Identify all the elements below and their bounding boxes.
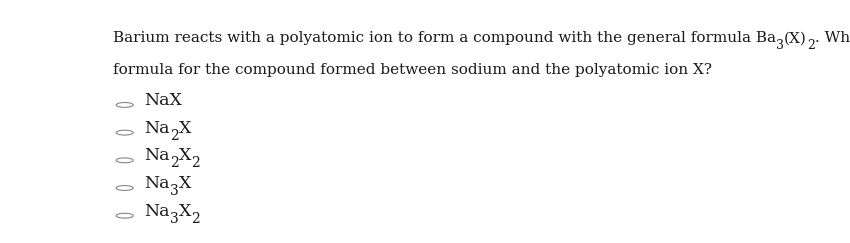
- Text: X: X: [178, 175, 191, 192]
- Text: Na: Na: [144, 175, 170, 192]
- Text: 3: 3: [776, 39, 784, 52]
- Text: formula for the compound formed between sodium and the polyatomic ion X?: formula for the compound formed between …: [113, 63, 711, 77]
- Text: 2: 2: [170, 156, 178, 170]
- Text: X: X: [178, 147, 191, 164]
- Text: NaX: NaX: [144, 92, 183, 109]
- Text: 3: 3: [170, 184, 178, 198]
- Text: . What would be the most likely: . What would be the most likely: [814, 31, 850, 45]
- Text: X: X: [178, 203, 191, 220]
- Text: 2: 2: [191, 212, 200, 226]
- Text: 2: 2: [170, 129, 178, 143]
- Text: Barium reacts with a polyatomic ion to form a compound with the general formula : Barium reacts with a polyatomic ion to f…: [113, 31, 776, 45]
- Text: Na: Na: [144, 120, 170, 137]
- Text: 3: 3: [170, 212, 178, 226]
- Text: Na: Na: [144, 203, 170, 220]
- Text: Na: Na: [144, 147, 170, 164]
- Text: (X): (X): [784, 31, 807, 45]
- Text: 2: 2: [807, 39, 814, 52]
- Text: 2: 2: [191, 156, 200, 170]
- Text: X: X: [178, 120, 191, 137]
